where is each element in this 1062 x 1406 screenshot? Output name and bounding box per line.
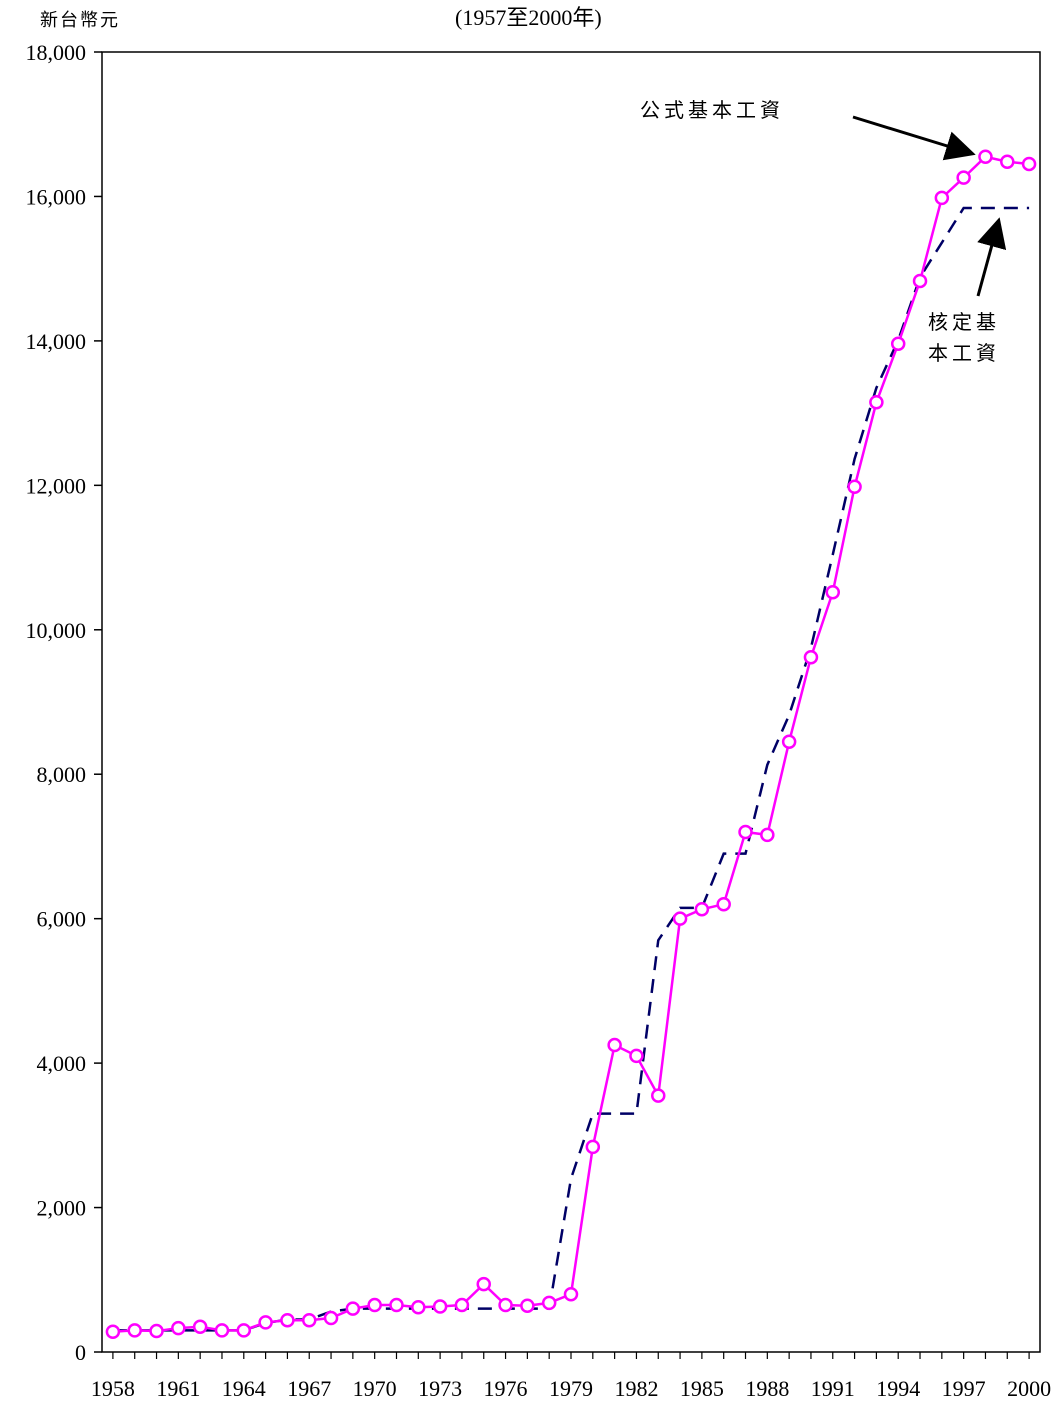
y-tick-label: 2,000 [37,1196,87,1221]
x-tick-label: 1958 [91,1376,135,1401]
x-tick-label: 1970 [353,1376,397,1401]
y-tick-label: 0 [75,1340,86,1365]
y-tick-label: 10,000 [26,618,87,643]
formula-wage-point [258,1315,273,1330]
formula-wage-point [585,1139,601,1155]
formula-wage-point [847,479,862,495]
x-tick-label: 1991 [811,1376,855,1401]
x-tick-label: 1961 [156,1376,200,1401]
formula-wage-point [629,1048,644,1064]
formula-wage-point [432,1299,448,1314]
x-tick-label: 1976 [484,1376,528,1401]
approved-wage-annotation-line2: 本工資 [928,341,1000,365]
formula-wage-point [105,1324,121,1340]
formula-wage-point [323,1310,339,1326]
formula-wage-point [520,1298,535,1314]
approved-wage-annotation-line1: 核定基 [928,310,1000,334]
formula-wage-point [694,902,710,917]
formula-wage-point [127,1323,142,1338]
x-tick-label: 1982 [614,1376,658,1401]
formula-wage-point [803,649,819,665]
formula-wage-point [367,1297,382,1313]
y-tick-label: 4,000 [37,1051,87,1076]
x-tick-label: 1988 [745,1376,789,1401]
formula-wage-point [563,1286,579,1302]
formula-wage-point [214,1323,230,1338]
formula-wage-point [476,1276,491,1292]
formula-wage-point [607,1037,622,1053]
y-tick-label: 8,000 [37,762,87,787]
formula-wage-point [454,1297,470,1313]
formula-wage-point [978,149,993,164]
formula-wage-point [389,1297,404,1313]
formula-wage-point [738,824,753,840]
formula-wage-point [171,1320,186,1336]
formula-wage-point [716,896,731,912]
formula-wage-point [149,1323,164,1339]
formula-wage-point [541,1295,557,1311]
formula-wage-point [651,1088,666,1103]
x-tick-label: 2000 [1007,1376,1051,1401]
x-tick-label: 1967 [287,1376,331,1401]
formula-wage-arrow [852,115,976,161]
formula-wage-point [825,584,841,600]
approved-wage-arrow [976,217,1007,297]
formula-wage-point [912,273,928,289]
formula-wage-point [672,911,688,926]
formula-wage-point [934,190,950,206]
formula-wage-point [345,1301,361,1316]
formula-wage-line [112,155,1030,1334]
formula-wage-point [411,1299,426,1315]
y-tick-label: 6,000 [37,907,87,932]
formula-wage-point [781,734,797,749]
formula-wage-point [301,1312,317,1328]
formula-wage-point [498,1297,513,1313]
formula-wage-point [956,170,971,185]
formula-wage-annotation: 公式基本工資 [640,98,784,122]
x-tick-label: 1973 [418,1376,462,1401]
x-tick-label: 1979 [549,1376,593,1401]
formula-wage-point [890,336,906,352]
formula-wage-point [192,1319,208,1334]
formula-wage-point [869,395,884,410]
chart-subtitle: (1957至2000年) [455,5,602,30]
approved-wage-line [112,206,1030,1332]
y-unit-label: 新台幣元 [40,10,120,31]
y-tick-label: 18,000 [26,40,87,65]
x-tick-label: 1964 [222,1376,266,1401]
y-tick-label: 14,000 [26,329,87,354]
formula-wage-point [1000,154,1015,170]
formula-wage-point [236,1323,252,1338]
x-tick-label: 1997 [942,1376,986,1401]
formula-wage-point [760,827,775,843]
formula-wage-point [1021,156,1037,172]
formula-wage-point [280,1312,295,1328]
y-tick-label: 16,000 [26,184,87,209]
plot-area-frame [101,51,1041,1353]
x-tick-label: 1994 [876,1376,920,1401]
y-tick-label: 12,000 [26,473,87,498]
x-tick-label: 1985 [680,1376,724,1401]
